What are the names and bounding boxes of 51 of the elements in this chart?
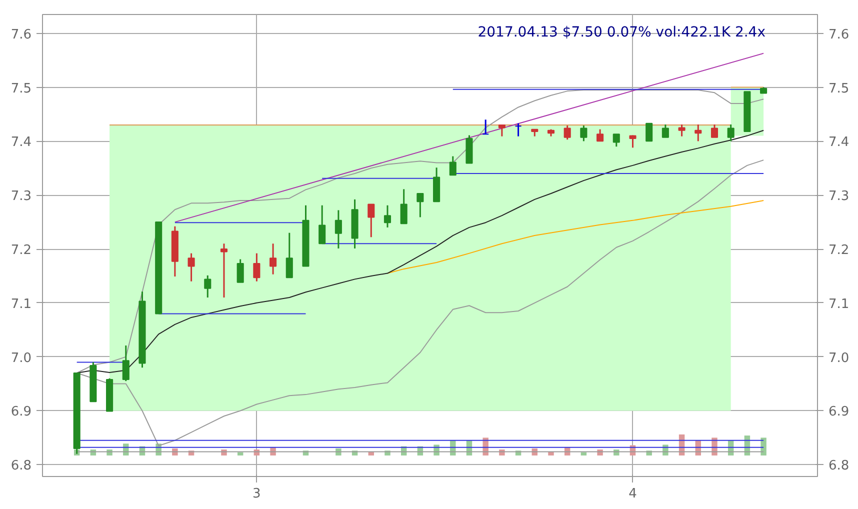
candlestick — [727, 124, 734, 142]
y2-tick-label: 7.1 — [828, 296, 850, 312]
y-tick-label: 6.8 — [10, 458, 32, 474]
y2-tick-label: 6.9 — [828, 404, 850, 420]
candlestick — [564, 124, 571, 140]
candlestick — [318, 204, 326, 244]
y2-tick-label: 7.5 — [828, 81, 850, 96]
candlestick — [662, 124, 669, 138]
y2-tick-label: 7.6 — [828, 27, 850, 42]
y-tick-label: 7.0 — [10, 350, 32, 366]
y-tick-label: 7.1 — [10, 296, 32, 312]
candlestick — [188, 252, 195, 282]
candlestick — [334, 209, 342, 250]
text: 2017.04.13 $7.50 0.07% vol:422.1K 2.4x — [478, 24, 766, 40]
candlestick — [629, 134, 636, 148]
y-tick-label: 7.5 — [10, 81, 32, 96]
candlestick — [646, 122, 653, 142]
y2-tick-label: 6.8 — [828, 458, 850, 474]
line-series — [386, 200, 764, 274]
candlestick — [286, 232, 293, 278]
y2-tick-label: 7.4 — [828, 135, 850, 150]
x-tick-label: 4 — [628, 486, 637, 502]
y-tick-label: 7.4 — [10, 135, 32, 150]
candlestick — [612, 133, 620, 148]
candlestick — [514, 122, 522, 138]
candlestick — [694, 124, 702, 142]
x-tick-label: 3 — [252, 486, 261, 502]
candlestick — [596, 128, 604, 142]
candlestick — [270, 242, 277, 276]
candlestick — [482, 118, 490, 135]
y-tick-label: 6.9 — [10, 404, 32, 420]
y2-tick-label: 7.3 — [828, 189, 850, 204]
candlestick — [122, 344, 130, 382]
candlestick — [204, 274, 212, 298]
candlestick — [384, 204, 392, 228]
candlestick — [220, 242, 228, 298]
y-tick-label: 7.3 — [10, 189, 32, 204]
candlestick — [580, 124, 588, 142]
y2-tick-label: 7.2 — [828, 243, 850, 258]
candlestick — [678, 124, 686, 138]
y-tick-label: 7.6 — [10, 27, 32, 42]
candlestick — [710, 124, 718, 138]
candlestick — [236, 258, 244, 284]
candlestick — [416, 192, 424, 218]
candlestick — [400, 188, 408, 224]
y2-tick-label: 7.0 — [828, 350, 850, 366]
y-tick-label: 7.2 — [10, 243, 32, 258]
candlestick — [498, 124, 506, 138]
candlestick — [449, 156, 456, 176]
candlestick — [368, 204, 375, 238]
candlestick — [253, 252, 260, 282]
